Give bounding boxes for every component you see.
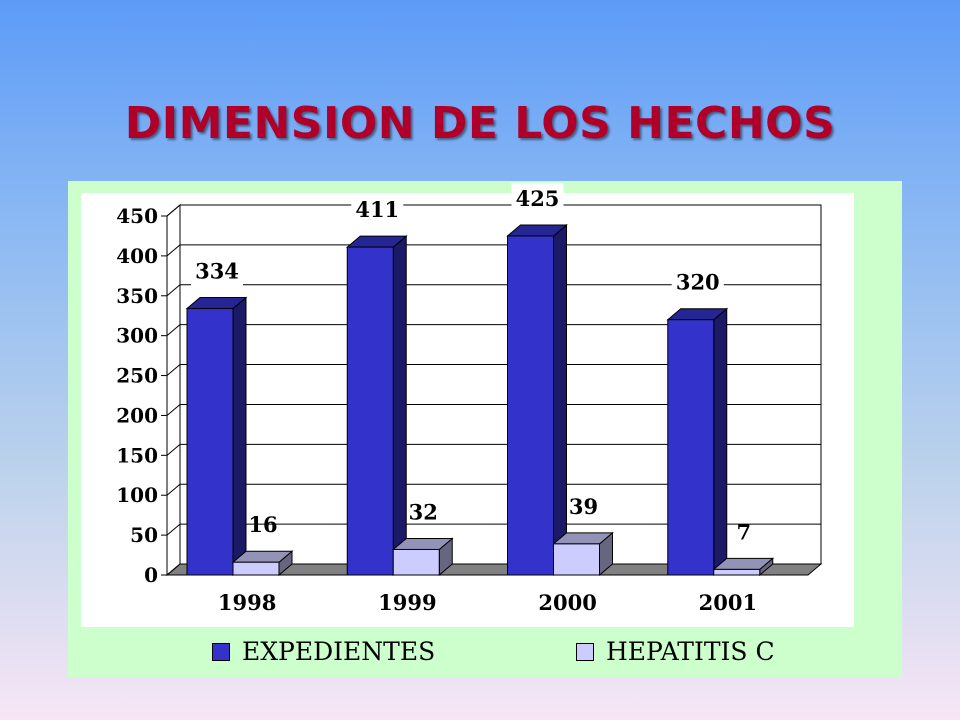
data-label-expedientes-2000: 425 xyxy=(516,186,560,211)
y-tick-label: 150 xyxy=(116,443,158,467)
gridline-depth xyxy=(166,324,181,337)
chart-panel: 0 50 100 150 200 250 300 350 400 450 334 16 1998 411 3… xyxy=(68,181,902,677)
legend-item-hepatitis-c: HEPATITIS C xyxy=(576,637,775,666)
y-tick-label: 400 xyxy=(116,244,158,268)
y-tick-label: 100 xyxy=(116,483,158,507)
y-tick-label: 200 xyxy=(116,403,158,427)
x-tick-label-1999: 1999 xyxy=(378,590,436,615)
gridline-depth xyxy=(166,204,181,217)
y-tick-label: 250 xyxy=(116,364,158,388)
legend-item-expedientes: EXPEDIENTES xyxy=(212,637,435,666)
bar-chart: 0 50 100 150 200 250 300 350 400 450 334 16 1998 411 3… xyxy=(116,182,823,615)
bar-hepatitis-c-1998 xyxy=(232,561,280,576)
data-label-hepatitis-c-2001: 7 xyxy=(736,519,751,544)
x-tick-label-2000: 2000 xyxy=(538,590,596,615)
legend-swatch-expedientes xyxy=(212,642,230,661)
bar-expedientes-2000 xyxy=(507,235,554,576)
bar-side-expedientes-2001 xyxy=(713,307,728,577)
bar-hepatitis-c-2001 xyxy=(713,568,761,576)
bar-hepatitis-c-1999 xyxy=(392,548,440,576)
legend-swatch-hepatitis-c xyxy=(576,642,594,661)
data-label-bg xyxy=(191,255,243,287)
x-tick-label-1998: 1998 xyxy=(218,590,276,615)
legend-label-expedientes: EXPEDIENTES xyxy=(242,637,436,666)
gridline-depth xyxy=(166,404,181,416)
gridline-depth xyxy=(166,364,181,376)
chart-legend: EXPEDIENTES HEPATITIS C xyxy=(68,635,902,669)
gridline-depth xyxy=(166,523,181,536)
bar-side-expedientes-2000 xyxy=(553,223,567,577)
data-label-expedientes-1998: 334 xyxy=(195,259,239,284)
gridline-depth xyxy=(166,563,181,576)
bar-expedientes-1998 xyxy=(186,308,234,576)
gridline-depth xyxy=(166,244,181,257)
y-tick-label: 450 xyxy=(116,204,158,228)
data-label-expedientes-1999: 411 xyxy=(355,197,399,222)
legend-label-hepatitis-c: HEPATITIS C xyxy=(606,637,775,666)
chart-side-wall xyxy=(166,203,181,577)
data-label-expedientes-2001: 320 xyxy=(676,270,720,295)
y-tick-label: 0 xyxy=(144,563,158,587)
x-tick-label-2001: 2001 xyxy=(699,590,757,615)
data-label-hepatitis-c-1999: 32 xyxy=(409,499,438,524)
data-label-bg xyxy=(351,194,404,226)
data-label-hepatitis-c-2000: 39 xyxy=(569,494,598,519)
y-tick-label: 350 xyxy=(116,284,158,308)
gridline-depth xyxy=(166,284,181,297)
gridline-depth xyxy=(166,443,181,456)
page-title: DIMENSION DE LOS HECHOS xyxy=(124,98,836,149)
bar-expedientes-2001 xyxy=(667,319,715,576)
gridline-depth xyxy=(166,483,181,496)
bar-side-expedientes-1998 xyxy=(232,296,247,577)
y-tick-label: 50 xyxy=(130,523,158,547)
data-label-hepatitis-c-1998: 16 xyxy=(248,512,277,537)
bar-side-expedientes-1999 xyxy=(392,235,407,577)
bar-hepatitis-c-2000 xyxy=(553,543,600,576)
bar-expedientes-1999 xyxy=(346,246,394,576)
data-label-bg xyxy=(671,266,724,298)
y-tick-label: 300 xyxy=(116,324,158,348)
data-label-bg xyxy=(511,182,564,214)
